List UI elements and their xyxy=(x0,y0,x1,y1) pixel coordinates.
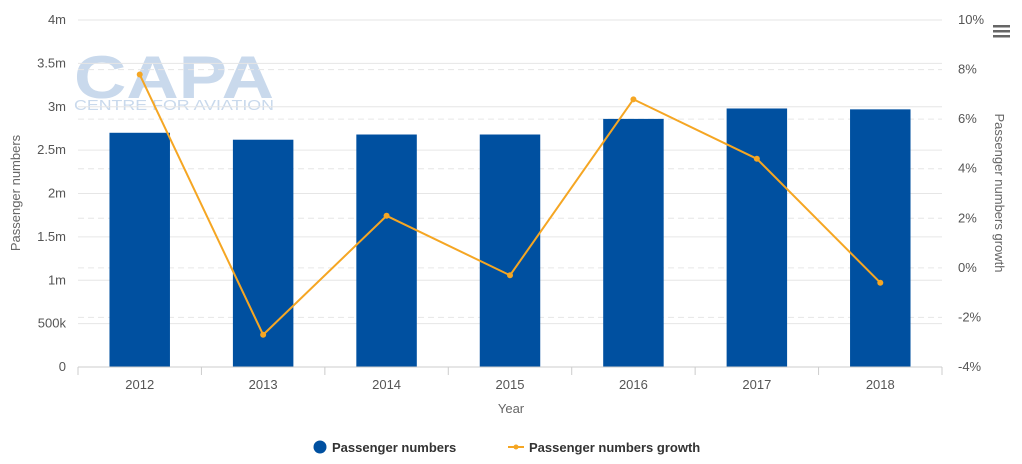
y-tick-label: 2m xyxy=(48,186,66,201)
y2-tick-label: -2% xyxy=(958,309,982,324)
growth-point-2017[interactable] xyxy=(753,155,760,162)
y-axis-title: Passenger numbers xyxy=(8,134,23,251)
x-tick-label: 2016 xyxy=(619,377,648,392)
bar-2016[interactable] xyxy=(603,118,664,368)
bar-2017[interactable] xyxy=(726,108,788,368)
growth-point-2012[interactable] xyxy=(136,71,143,78)
bar-2014[interactable] xyxy=(356,134,417,367)
y-tick-label: 3.5m xyxy=(37,55,66,70)
y2-tick-label: -4% xyxy=(958,359,982,374)
watermark-logo-text: CAPA xyxy=(74,44,274,111)
x-tick-label: 2012 xyxy=(125,377,154,392)
y2-axis-title: Passenger numbers growth xyxy=(992,114,1007,273)
growth-point-2016[interactable] xyxy=(630,96,637,103)
x-tick-label: 2017 xyxy=(742,377,771,392)
left-axis-ticks: 0 500k 1m 1.5m 2m 2.5m 3m 3.5m 4m xyxy=(37,12,66,374)
growth-point-2013[interactable] xyxy=(260,331,267,338)
y2-tick-label: 8% xyxy=(958,62,977,77)
line-series xyxy=(136,71,884,338)
x-tick-label: 2013 xyxy=(249,377,278,392)
y-tick-label: 4m xyxy=(48,12,66,27)
y-tick-label: 1m xyxy=(48,272,66,287)
right-axis-ticks: -4% -2% 0% 2% 4% 6% 8% 10% xyxy=(958,12,984,374)
y2-tick-label: 2% xyxy=(958,210,977,225)
x-axis-ticks: 2012 2013 2014 2015 2016 2017 2018 xyxy=(77,367,943,392)
legend-line-dot xyxy=(513,444,519,450)
y-tick-label: 2.5m xyxy=(37,142,66,157)
x-tick-label: 2018 xyxy=(866,377,895,392)
x-axis-title: Year xyxy=(498,401,525,416)
hamburger-menu-icon[interactable] xyxy=(990,20,1014,42)
growth-point-2015[interactable] xyxy=(507,272,513,279)
bar-2018[interactable] xyxy=(850,109,911,367)
y2-tick-label: 4% xyxy=(958,161,977,176)
bar-2015[interactable] xyxy=(479,134,541,367)
growth-point-2018[interactable] xyxy=(877,279,884,286)
legend-bar-marker xyxy=(313,440,327,454)
y-tick-label: 0 xyxy=(59,359,66,374)
legend-item-passenger-numbers[interactable]: Passenger numbers xyxy=(313,440,457,455)
bar-2013[interactable] xyxy=(232,139,294,367)
capa-watermark-logo: CAPA CENTRE FOR AVIATION xyxy=(74,44,274,114)
x-tick-label: 2014 xyxy=(372,377,401,392)
y2-tick-label: 0% xyxy=(958,260,977,275)
legend-item-passenger-numbers-growth[interactable]: Passenger numbers growth xyxy=(508,440,700,455)
legend-label-passenger-numbers: Passenger numbers xyxy=(332,440,456,455)
y2-tick-label: 6% xyxy=(958,111,977,126)
bar-2012[interactable] xyxy=(109,132,170,367)
y2-tick-label: 10% xyxy=(958,12,984,27)
y-tick-label: 1.5m xyxy=(37,229,66,244)
legend-label-passenger-numbers-growth: Passenger numbers growth xyxy=(529,440,700,455)
y-tick-label: 3m xyxy=(48,99,66,114)
growth-point-2014[interactable] xyxy=(383,212,390,219)
bar-series xyxy=(109,108,911,368)
y-tick-label: 500k xyxy=(38,316,67,331)
x-tick-label: 2015 xyxy=(496,377,525,392)
watermark-tagline-text: CENTRE FOR AVIATION xyxy=(74,97,274,114)
